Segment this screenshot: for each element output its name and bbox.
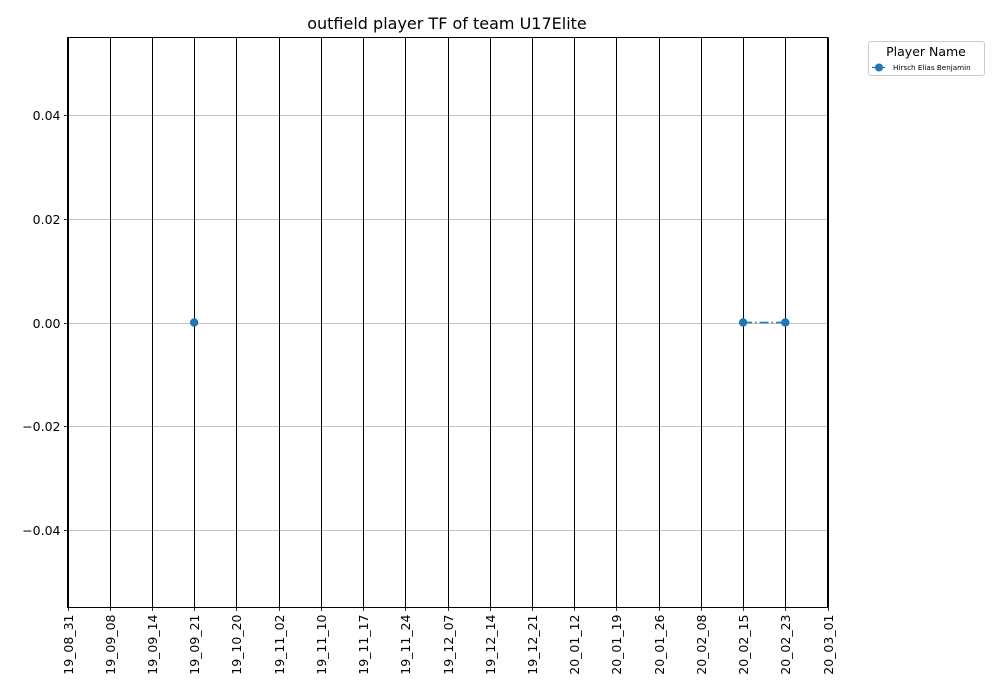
legend[interactable]: Player Name Hirsch Elias Benjamin xyxy=(868,41,985,76)
x-tick-label: 20_02_08 xyxy=(694,614,709,674)
x-axis-ticks: 19_08_31 19_09_08 19_09_14 19_09_21 19_10_20… xyxy=(61,607,836,675)
legend-box xyxy=(868,41,985,76)
y-tick-label: 0.02 xyxy=(33,212,61,227)
x-tick-label: 20_01_19 xyxy=(609,614,624,674)
y-tick-label: −0.02 xyxy=(22,419,60,434)
chart-title: outfield player TF of team U17Elite xyxy=(307,14,587,33)
y-tick-label: 0.00 xyxy=(33,316,61,331)
x-tick-label: 20_03_01 xyxy=(821,615,836,675)
date-lines xyxy=(68,37,829,608)
x-tick-label: 19_11_24 xyxy=(398,614,413,674)
x-tick-label: 19_11_02 xyxy=(272,615,287,675)
data-point xyxy=(189,318,199,327)
series-layer xyxy=(189,318,790,327)
y-tick-label: 0.04 xyxy=(33,108,61,123)
x-tick-label: 19_10_20 xyxy=(229,614,244,674)
y-axis-ticks: 0.04 0.02 0.00 −0.02 −0.04 xyxy=(22,108,68,538)
x-tick-label: 19_12_14 xyxy=(483,614,498,674)
x-tick-label: 19_08_31 xyxy=(61,615,76,675)
x-tick-label: 20_01_12 xyxy=(567,615,582,675)
x-tick-label: 19_12_07 xyxy=(441,615,456,675)
legend-marker-icon xyxy=(875,63,883,72)
y-tick-label: −0.04 xyxy=(22,523,60,538)
x-tick-label: 19_11_17 xyxy=(356,615,371,675)
data-point xyxy=(781,318,790,327)
x-tick-label: 20_02_15 xyxy=(736,615,751,675)
x-tick-label: 19_11_10 xyxy=(314,614,329,674)
legend-entry-label: Hirsch Elias Benjamin xyxy=(893,63,971,72)
legend-title: Player Name xyxy=(886,44,966,59)
plot-frame xyxy=(67,37,828,608)
x-tick-label: 19_12_21 xyxy=(525,615,540,675)
x-tick-label: 20_01_26 xyxy=(652,614,667,674)
x-tick-label: 19_09_14 xyxy=(145,614,160,674)
x-tick-label: 19_09_08 xyxy=(103,614,118,674)
x-tick-label: 20_02_23 xyxy=(778,615,793,675)
x-tick-label: 19_09_21 xyxy=(187,615,202,675)
data-point xyxy=(738,318,748,327)
